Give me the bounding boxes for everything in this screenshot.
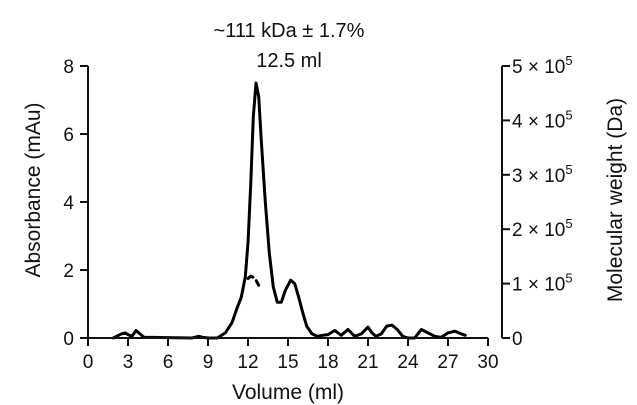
series-layer xyxy=(111,81,467,340)
x-tick-label: 12 xyxy=(237,352,258,373)
left-y-axis-ticks: 0 2 4 6 8 xyxy=(63,57,88,350)
x-tick-label: 9 xyxy=(203,352,214,373)
x-tick-label: 27 xyxy=(437,352,458,373)
y2-tick-label-exponent: 5 xyxy=(565,107,572,122)
y2-tick-label: 5 × 105 xyxy=(512,53,573,78)
y2-tick-label-base: 0 xyxy=(512,329,523,350)
y2-tick-label: 3 × 105 xyxy=(512,162,573,187)
y2-tick-label-base: 5 × 10 xyxy=(512,57,565,78)
x-axis-title: Volume (ml) xyxy=(232,381,344,404)
y2-tick-label: 1 × 105 xyxy=(512,271,573,296)
y2-tick-label-base: 1 × 10 xyxy=(512,275,565,296)
x-tick-label: 0 xyxy=(83,352,94,373)
x-tick-label: 6 xyxy=(163,352,174,373)
y-tick-label: 0 xyxy=(63,329,74,350)
y2-tick-label-base: 4 × 10 xyxy=(512,111,565,132)
left-y-axis-title: Absorbance (mAu) xyxy=(22,102,45,277)
x-tick-label: 30 xyxy=(477,352,498,373)
y2-tick-label: 2 × 105 xyxy=(512,216,573,241)
right-y-axis-title: Molecular weight (Da) xyxy=(604,98,627,302)
x-tick-label: 24 xyxy=(397,352,419,373)
absorbance-series-line xyxy=(111,81,467,340)
annotation-peak-volume: 12.5 ml xyxy=(256,50,322,72)
y2-tick-label-base: 3 × 10 xyxy=(512,166,565,187)
annotation-molecular-weight: ~111 kDa ± 1.7% xyxy=(214,20,365,42)
y-tick-label: 6 xyxy=(63,125,74,146)
x-tick-label: 18 xyxy=(317,352,338,373)
y-tick-label: 8 xyxy=(63,57,74,78)
x-tick-label: 21 xyxy=(357,352,378,373)
y2-tick-label: 4 × 105 xyxy=(512,107,573,132)
x-axis-ticks: 0 3 6 9 12 15 18 21 24 27 30 xyxy=(83,338,499,373)
molecular-weight-series-line xyxy=(246,274,261,287)
y-tick-label: 4 xyxy=(63,193,74,214)
y2-tick-label-exponent: 5 xyxy=(565,53,572,68)
y2-tick-label: 0 xyxy=(512,329,523,350)
y2-tick-label-exponent: 5 xyxy=(565,162,572,177)
x-tick-label: 15 xyxy=(277,352,298,373)
y-tick-label: 2 xyxy=(63,261,74,282)
y2-tick-label-base: 2 × 10 xyxy=(512,220,565,241)
x-tick-label: 3 xyxy=(123,352,134,373)
y2-tick-label-exponent: 5 xyxy=(565,271,572,286)
y2-tick-label-exponent: 5 xyxy=(565,216,572,231)
